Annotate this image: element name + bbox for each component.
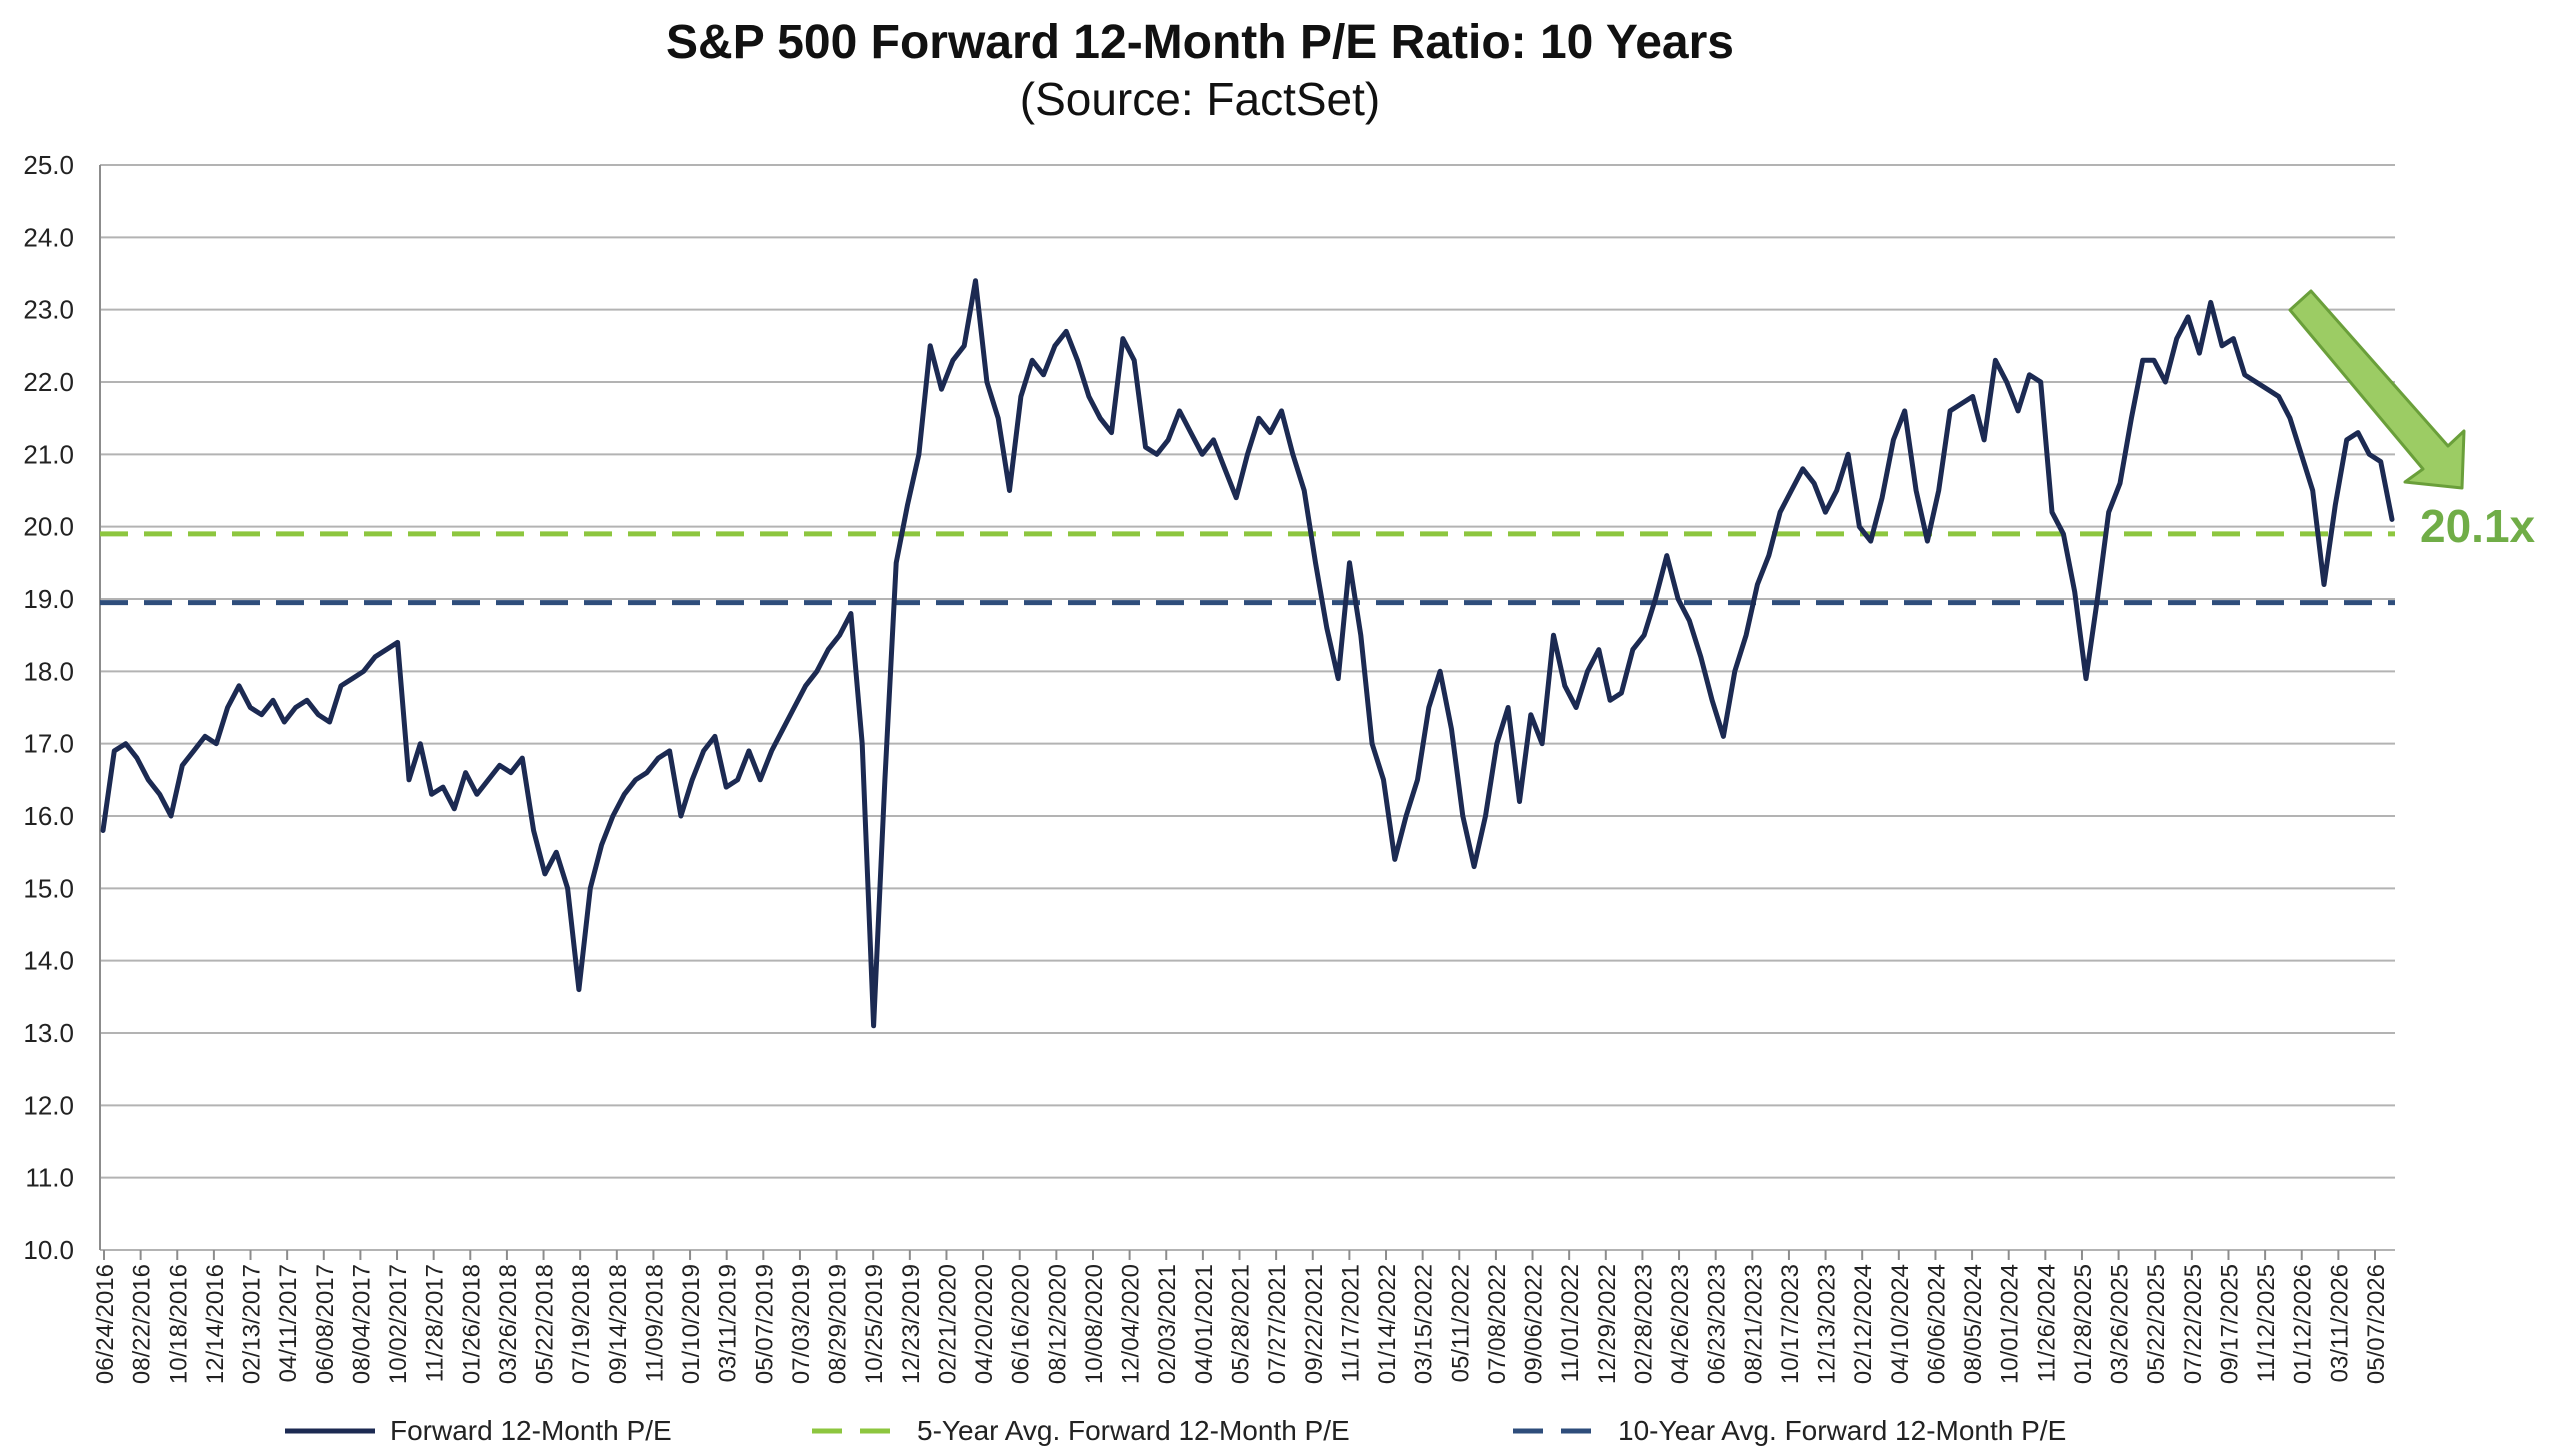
y-tick-label: 21.0: [23, 439, 74, 469]
x-tick-label: 11/26/2024: [2033, 1264, 2060, 1382]
y-tick-label: 14.0: [23, 946, 74, 976]
y-tick-label: 16.0: [23, 801, 74, 831]
legend-item-5yr-avg: 5-Year Avg. Forward 12-Month P/E: [812, 1415, 1350, 1446]
x-tick-label: 06/08/2017: [312, 1264, 339, 1384]
y-tick-label: 20.0: [23, 512, 74, 542]
x-tick-label: 07/03/2019: [788, 1264, 815, 1384]
x-tick-label: 04/01/2021: [1191, 1264, 1218, 1384]
x-tick-label: 05/22/2025: [2143, 1264, 2170, 1384]
x-tick-label: 03/26/2018: [495, 1264, 522, 1384]
x-tick-label: 06/06/2024: [1923, 1264, 1950, 1384]
x-tick-label: 11/09/2018: [641, 1264, 668, 1382]
x-tick-label: 06/24/2016: [92, 1264, 119, 1384]
x-tick-label: 04/10/2024: [1887, 1264, 1914, 1384]
x-tick-label: 09/17/2025: [2216, 1264, 2243, 1384]
x-tick-label: 12/13/2023: [1814, 1264, 1841, 1384]
legend-item-10yr-avg: 10-Year Avg. Forward 12-Month P/E: [1513, 1415, 2066, 1446]
x-tick-label: 12/29/2022: [1594, 1264, 1621, 1384]
gridlines: [100, 164, 2395, 1251]
x-tick-label: 07/27/2021: [1264, 1264, 1291, 1384]
x-tick-label: 03/11/2026: [2326, 1264, 2353, 1382]
x-tick-label: 01/28/2025: [2070, 1264, 2097, 1384]
x-tick-label: 02/13/2017: [239, 1264, 266, 1384]
x-tick-label: 03/11/2019: [715, 1264, 742, 1382]
x-tick-label: 08/05/2024: [1960, 1264, 1987, 1384]
chart-subtitle: (Source: FactSet): [1020, 73, 1380, 125]
x-tick-label: 08/21/2023: [1740, 1264, 1767, 1384]
x-tick-label: 02/12/2024: [1850, 1264, 1877, 1384]
x-tick-label: 05/07/2026: [2363, 1264, 2390, 1384]
forward-pe-line: [100, 278, 2395, 1029]
x-tick-label: 02/28/2023: [1630, 1264, 1657, 1384]
x-tick-label: 04/20/2020: [971, 1264, 998, 1384]
x-tick-label: 01/10/2019: [678, 1264, 705, 1384]
y-tick-label: 18.0: [23, 656, 74, 686]
x-tick-label: 07/08/2022: [1484, 1264, 1511, 1384]
x-tick-label: 10/17/2023: [1777, 1264, 1804, 1384]
x-tick-label: 07/19/2018: [568, 1264, 595, 1384]
x-tick-label: 03/15/2022: [1411, 1264, 1438, 1384]
trend-arrow: [2288, 289, 2466, 490]
chart-title: S&P 500 Forward 12-Month P/E Ratio: 10 Y…: [666, 16, 1734, 69]
x-tick-label: 12/14/2016: [202, 1264, 229, 1384]
y-tick-label: 22.0: [23, 367, 74, 397]
x-tick-label: 01/14/2022: [1374, 1264, 1401, 1384]
x-tick-label: 04/26/2023: [1667, 1264, 1694, 1384]
y-tick-label: 10.0: [23, 1235, 74, 1265]
x-tick-label: 05/07/2019: [751, 1264, 778, 1384]
x-tick-label: 09/06/2022: [1521, 1264, 1548, 1384]
x-tick-label: 11/01/2022: [1557, 1264, 1584, 1382]
legend-label: 5-Year Avg. Forward 12-Month P/E: [917, 1415, 1350, 1446]
x-tick-label: 05/28/2021: [1228, 1264, 1255, 1384]
x-tick-label: 10/02/2017: [385, 1264, 412, 1384]
x-tick-label: 08/29/2019: [825, 1264, 852, 1384]
x-tick-label: 06/23/2023: [1704, 1264, 1731, 1384]
legend-item-forward-pe: Forward 12-Month P/E: [285, 1415, 672, 1446]
y-tick-label: 19.0: [23, 584, 74, 614]
x-tick-label: 10/25/2019: [861, 1264, 888, 1384]
x-tick-label: 12/23/2019: [898, 1264, 925, 1384]
x-tick-label: 09/14/2018: [605, 1264, 632, 1384]
series-lines: [100, 278, 2395, 1029]
legend-label: Forward 12-Month P/E: [390, 1415, 672, 1446]
x-tick-label: 10/01/2024: [1997, 1264, 2024, 1384]
x-tick-label: 08/04/2017: [348, 1264, 375, 1384]
y-tick-label: 24.0: [23, 222, 74, 252]
x-tick-label: 02/03/2021: [1154, 1264, 1181, 1384]
x-tick-label: 07/22/2025: [2180, 1264, 2207, 1384]
x-tick-label: 01/26/2018: [458, 1264, 485, 1384]
legend: Forward 12-Month P/E 5-Year Avg. Forward …: [285, 1415, 2066, 1446]
x-tick-label: 06/16/2020: [1008, 1264, 1035, 1384]
x-tick-label: 01/12/2026: [2290, 1264, 2317, 1384]
legend-label: 10-Year Avg. Forward 12-Month P/E: [1618, 1415, 2066, 1446]
x-tick-label: 02/21/2020: [934, 1264, 961, 1384]
y-tick-label: 15.0: [23, 873, 74, 903]
x-tick-label: 11/17/2021: [1337, 1264, 1364, 1382]
x-tick-label: 12/04/2020: [1118, 1264, 1145, 1384]
y-tick-label: 11.0: [25, 1163, 74, 1193]
y-tick-label: 17.0: [23, 729, 74, 759]
x-tick-label: 03/26/2025: [2107, 1264, 2134, 1384]
x-tick-label: 05/11/2022: [1447, 1264, 1474, 1382]
y-tick-label: 12.0: [23, 1090, 74, 1120]
y-tick-label: 23.0: [23, 295, 74, 325]
x-tick-label: 10/08/2020: [1081, 1264, 1108, 1384]
y-axis: 25.0 24.0 23.0 22.0 21.0 20.0 19.0 18.0 17.0 16.0…: [23, 150, 101, 1265]
x-tick-label: 09/22/2021: [1301, 1264, 1328, 1384]
x-axis: 06/24/2016 08/22/2016 10/18/2016 12/14/2016…: [92, 1250, 2390, 1384]
x-tick-label: 10/18/2016: [165, 1264, 192, 1384]
x-tick-label: 08/22/2016: [129, 1264, 156, 1384]
trend-arrow-icon: [2288, 289, 2466, 490]
x-tick-label: 04/11/2017: [275, 1264, 302, 1382]
x-tick-label: 11/28/2017: [422, 1264, 449, 1382]
current-pe-label: 20.1x: [2420, 500, 2536, 552]
x-tick-label: 11/12/2025: [2253, 1264, 2280, 1382]
x-tick-label: 05/22/2018: [532, 1264, 559, 1384]
x-tick-label: 08/12/2020: [1044, 1264, 1071, 1384]
y-tick-label: 13.0: [23, 1018, 74, 1048]
y-tick-label: 25.0: [23, 150, 74, 180]
average-lines: [100, 531, 2395, 606]
